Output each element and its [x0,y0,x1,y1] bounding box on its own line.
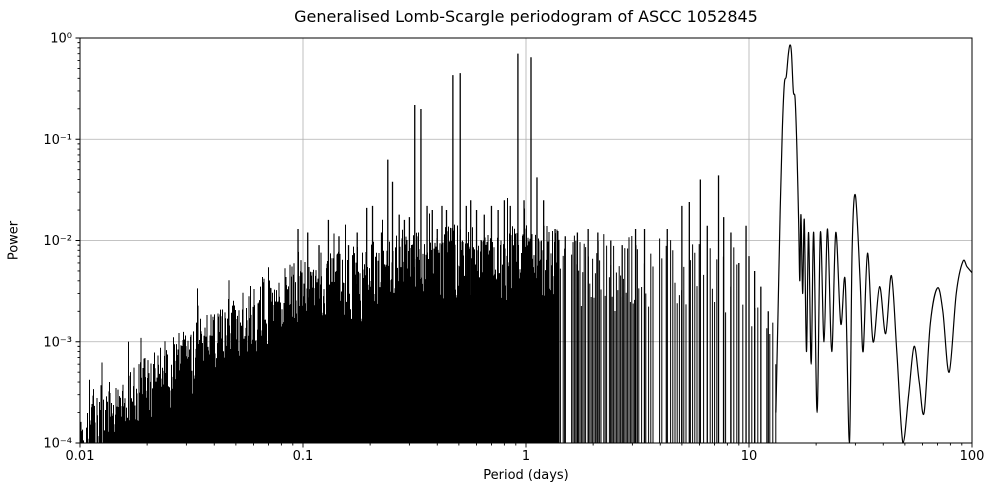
y-tick-label: 10⁰ [50,32,72,47]
axis-ticks [75,37,973,448]
noise-mass [80,198,777,443]
x-tick-label: 0.01 [66,449,95,464]
y-axis-label: Power [6,220,22,261]
x-tick-label: 100 [960,449,985,464]
x-axis-label: Period (days) [483,468,569,483]
x-tick-label: 10 [741,449,758,464]
y-tick-label: 10⁻⁴ [43,437,72,452]
y-tick-label: 10⁻³ [43,335,72,350]
periodogram-line [775,44,973,444]
y-tick-label: 10⁻² [43,234,72,249]
peak-spikes [297,53,769,443]
x-tick-label: 0.1 [293,449,314,464]
x-tick-label: 1 [522,449,530,464]
y-tick-label: 10⁻¹ [43,133,72,148]
chart-title: Generalised Lomb-Scargle periodogram of … [294,7,758,26]
